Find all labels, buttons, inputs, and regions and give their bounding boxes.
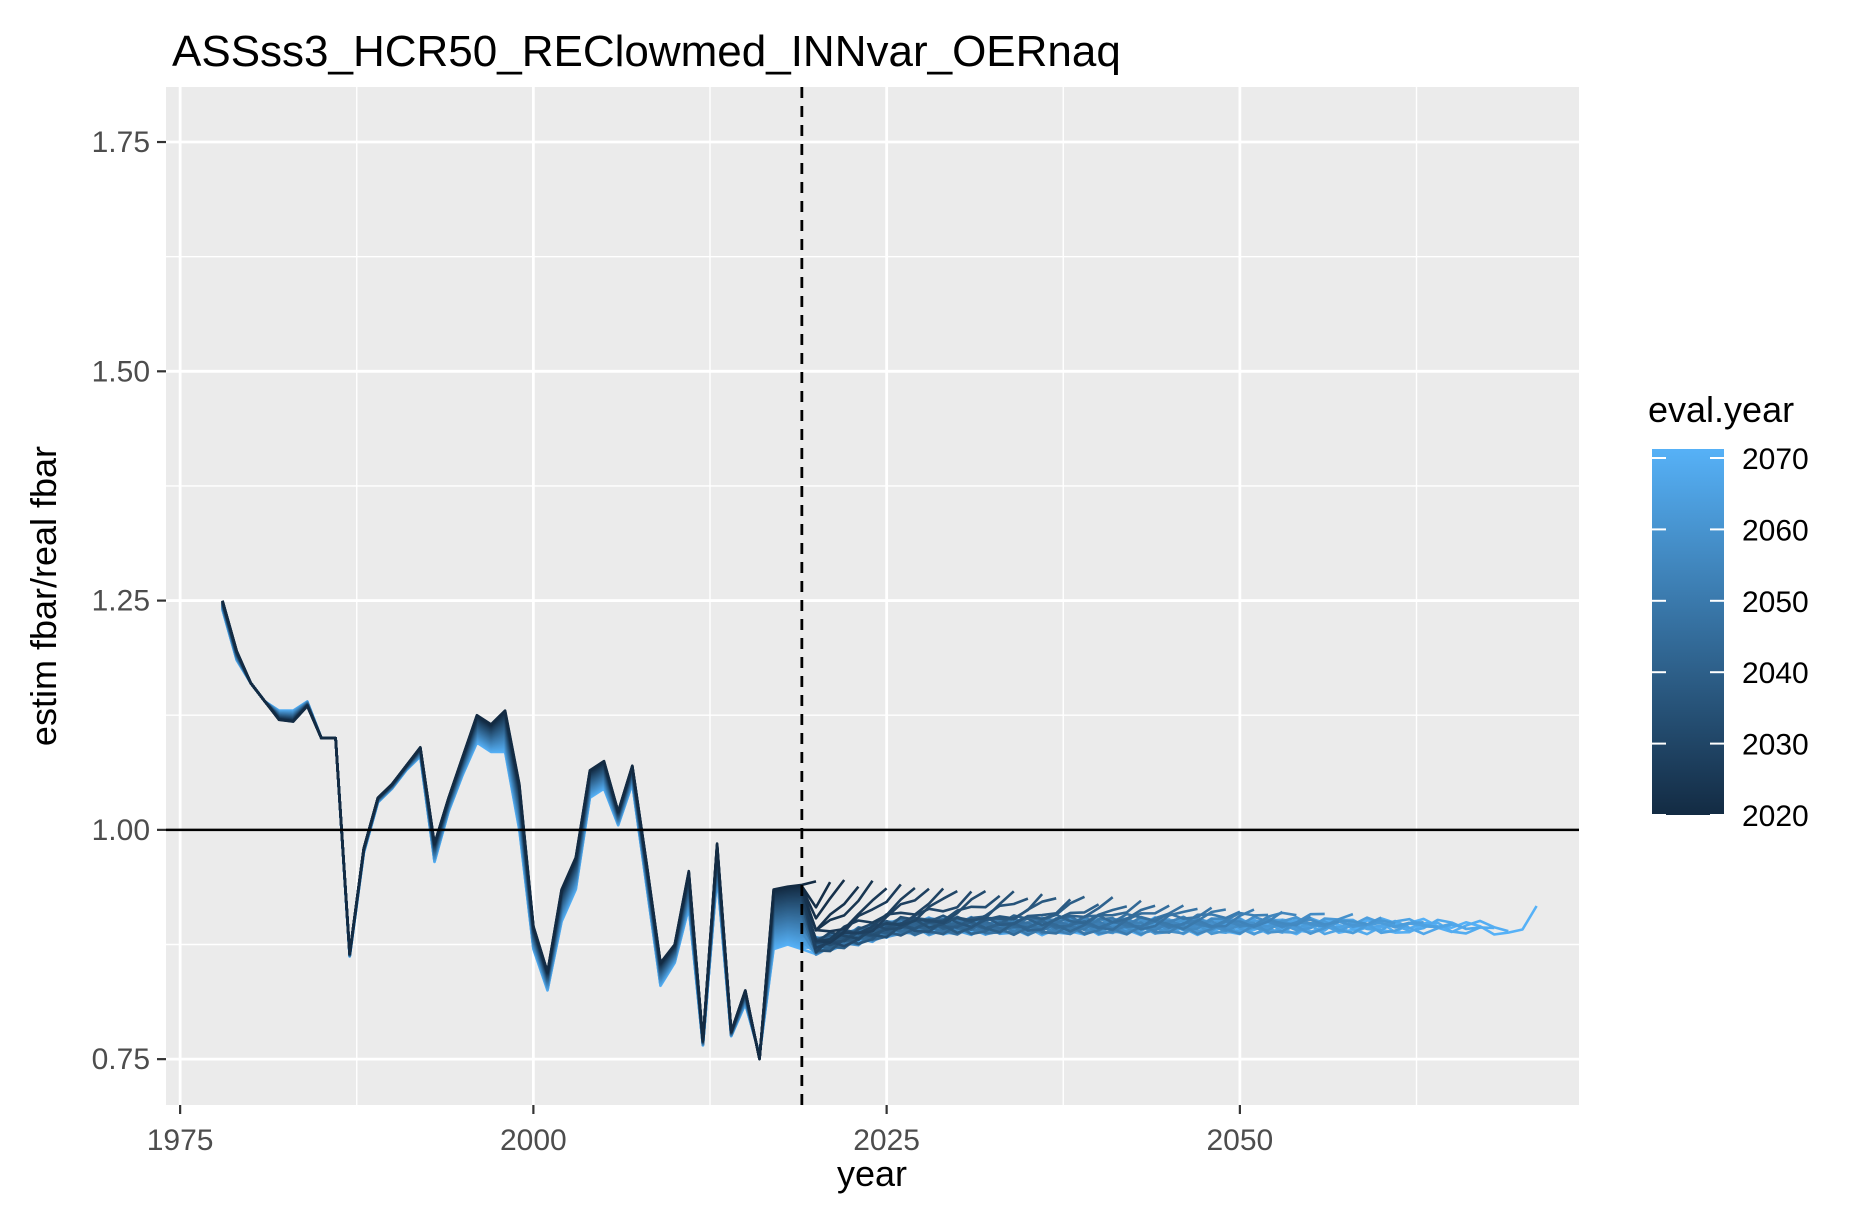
legend-colorbar xyxy=(1652,449,1724,815)
y-axis: 0.75 1.00 1.25 1.50 1.75 xyxy=(92,126,166,1076)
x-tick-label: 2000 xyxy=(500,1124,567,1157)
legend-label: 2060 xyxy=(1742,514,1809,547)
plot-background xyxy=(166,87,1579,1105)
series-line-eval-2020 xyxy=(221,600,817,1061)
legend: eval.year 2070 2060 2050 2040 2030 2020 xyxy=(1648,389,1809,833)
x-tick-label: 2025 xyxy=(853,1124,920,1157)
plot-panel xyxy=(166,87,1579,1105)
y-tick-label: 1.75 xyxy=(92,126,150,159)
y-tick-label: 1.25 xyxy=(92,585,150,618)
x-axis-title: year xyxy=(837,1153,907,1194)
legend-label: 2070 xyxy=(1742,443,1809,476)
chart-title: ASSss3_HCR50_REClowmed_INNvar_OERnaq xyxy=(172,27,1121,76)
legend-ticks: 2070 2060 2050 2040 2030 2020 xyxy=(1652,443,1809,833)
legend-label: 2030 xyxy=(1742,729,1809,762)
y-tick-label: 0.75 xyxy=(92,1043,150,1076)
legend-label: 2050 xyxy=(1742,586,1809,619)
y-tick-label: 1.00 xyxy=(92,814,150,847)
legend-label: 2040 xyxy=(1742,657,1809,690)
legend-label: 2020 xyxy=(1742,800,1809,833)
reference-lines xyxy=(166,87,1579,1105)
x-tick-label: 1975 xyxy=(147,1124,214,1157)
y-tick-label: 1.50 xyxy=(92,355,150,388)
y-axis-title: estim fbar/real fbar xyxy=(23,446,64,746)
x-axis: 1975 2000 2025 2050 xyxy=(147,1105,1274,1157)
x-tick-label: 2050 xyxy=(1207,1124,1274,1157)
legend-title: eval.year xyxy=(1648,389,1794,430)
series-lines xyxy=(221,600,1538,1061)
